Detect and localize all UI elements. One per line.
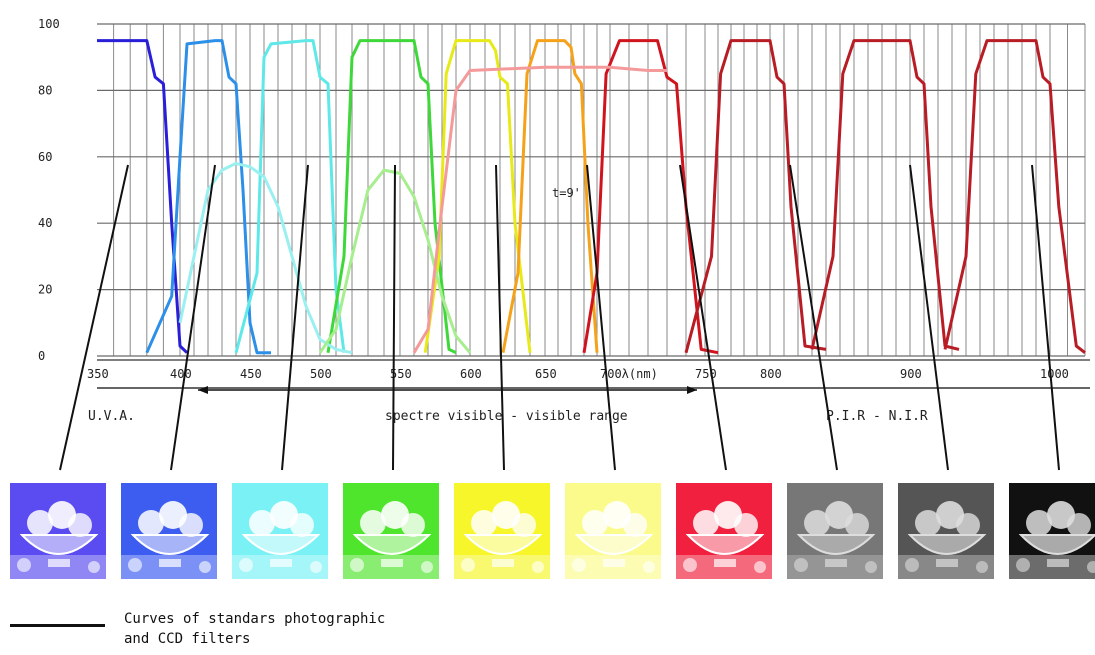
filter-sample-image <box>898 483 994 579</box>
sample-pointer-line <box>281 164 309 471</box>
filter-curve-7 <box>582 39 719 355</box>
chart-tick-labels: 0 20 40 60 80 100 350 400 450 500 550 600 650 700λ(nm… <box>38 17 1069 381</box>
filter-curve-1 <box>97 39 189 354</box>
filter-sample-image <box>676 483 772 579</box>
filter-curve-13 <box>412 65 667 354</box>
legend-text-line1: Curves of standars photographic <box>124 611 386 627</box>
fruit-bowl-icon <box>565 483 661 579</box>
filter-sample-image <box>787 483 883 579</box>
fruit-bowl-icon <box>676 483 772 579</box>
x-tick-label: 900 <box>900 367 922 381</box>
fruit-bowl-icon <box>10 483 106 579</box>
fruit-bowl-icon <box>343 483 439 579</box>
x-tick-label: 1000 <box>1040 367 1069 381</box>
filter-curve-2 <box>145 39 271 355</box>
x-tick-label: 450 <box>240 367 262 381</box>
arrow-head-left <box>198 386 208 394</box>
filter-curve-9 <box>810 39 960 351</box>
filter-curve-8 <box>684 39 827 354</box>
range-label: P.I.R - N.I.R <box>826 409 928 424</box>
x-tick-label: 700λ(nm) <box>600 367 658 381</box>
sample-pointer-line <box>495 164 505 471</box>
range-label: U.V.A. <box>88 409 135 424</box>
filter-sample-image <box>565 483 661 579</box>
range-label: spectre visible - visible range <box>385 409 628 424</box>
sample-pointer-line <box>392 164 396 471</box>
sample-pointer-line <box>586 164 616 471</box>
y-tick-label: 80 <box>38 83 52 97</box>
legend-text-line2: and CCD filters <box>124 631 251 647</box>
filter-curve-4 <box>326 39 457 355</box>
x-tick-label: 600 <box>460 367 482 381</box>
fruit-bowl-icon <box>787 483 883 579</box>
chart-annotation: t=9' <box>552 186 581 200</box>
spectral-ranges: U.V.A. spectre visible - visible range P.I… <box>88 386 928 424</box>
sample-pointer-line <box>1031 164 1060 471</box>
fruit-bowl-icon <box>121 483 217 579</box>
chart-axes <box>97 359 1090 389</box>
filter-sample-image <box>454 483 550 579</box>
filter-curve-11 <box>178 161 353 355</box>
x-tick-label: 750 <box>695 367 717 381</box>
fruit-bowl-icon <box>1009 483 1095 579</box>
sample-pointer-line <box>170 164 216 471</box>
x-tick-label: 550 <box>390 367 412 381</box>
filter-sample-image <box>343 483 439 579</box>
filter-curve-3 <box>234 39 346 354</box>
sample-pointer-line <box>59 164 129 471</box>
filter-curve-5 <box>423 39 532 353</box>
y-tick-label: 40 <box>38 216 52 230</box>
sample-pointer-line <box>679 164 727 471</box>
filter-sample-image <box>121 483 217 579</box>
filter-sample-image <box>1009 483 1095 579</box>
x-tick-label: 650 <box>535 367 557 381</box>
y-tick-label: 60 <box>38 150 52 164</box>
x-tick-label: 350 <box>87 367 109 381</box>
y-tick-label: 0 <box>38 349 45 363</box>
arrow-head-right <box>687 386 697 394</box>
sample-pointer-lines <box>59 164 1060 471</box>
sample-pointer-line <box>909 164 949 471</box>
fruit-bowl-icon <box>898 483 994 579</box>
legend-line-sample <box>10 624 105 627</box>
sample-pointer-line <box>789 164 838 471</box>
filter-curve-12 <box>318 168 472 354</box>
chart-series <box>97 39 1086 355</box>
y-tick-label: 20 <box>38 283 52 297</box>
filter-sample-image <box>10 483 106 579</box>
x-tick-label: 800 <box>760 367 782 381</box>
filter-curve-6 <box>501 39 599 353</box>
y-tick-label: 100 <box>38 17 60 31</box>
x-tick-label: 400 <box>170 367 192 381</box>
fruit-bowl-icon <box>454 483 550 579</box>
filter-sample-image <box>232 483 328 579</box>
filter-curve-10 <box>943 39 1086 354</box>
fruit-bowl-icon <box>232 483 328 579</box>
x-tick-label: 500 <box>310 367 332 381</box>
